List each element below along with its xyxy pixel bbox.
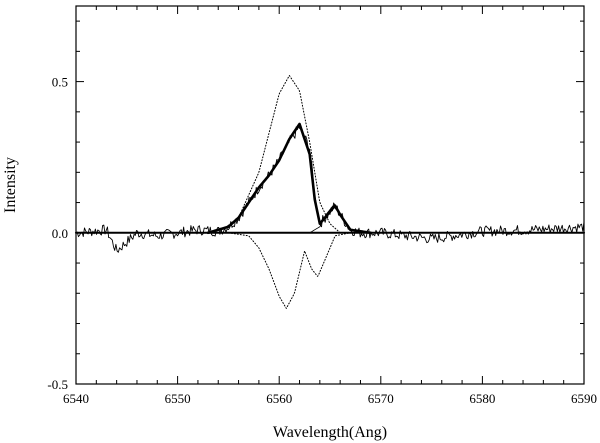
x-tick-label: 6570 (368, 391, 394, 406)
x-axis-title: Wavelength(Ang) (273, 424, 387, 441)
x-tick-label: 6540 (63, 391, 89, 406)
series-group (75, 75, 585, 309)
series-line-dotted-absorption (227, 232, 351, 309)
plot-frame (75, 5, 585, 385)
x-tick-label: 6580 (469, 391, 495, 406)
labels-group: Wavelength(Ang) Intensity (2, 157, 387, 441)
series-line-solid-thick-fit (206, 122, 372, 235)
y-tick-label: 0.0 (52, 226, 68, 241)
y-tick-label: -0.5 (47, 377, 68, 392)
ticks-group: 6540 6550 6560 6570 6580 6590 -0.5 0.0 0.5 (47, 6, 597, 406)
x-tick-label: 6550 (165, 391, 191, 406)
y-axis-title: Intensity (2, 157, 19, 213)
x-tick-label: 6560 (266, 391, 292, 406)
plot-frame-group (75, 5, 585, 385)
series-line-dotted-emission (217, 75, 361, 234)
y-tick-label: 0.5 (52, 75, 68, 90)
x-tick-label: 6590 (571, 391, 597, 406)
